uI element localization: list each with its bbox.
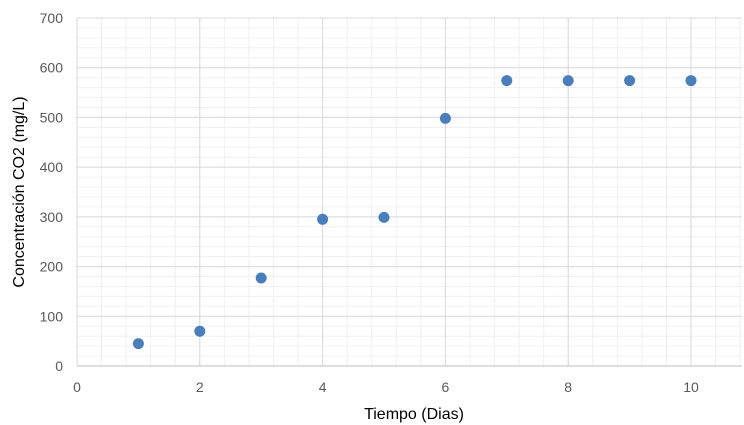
y-tick-label: 0: [55, 358, 63, 374]
x-tick-label: 2: [196, 379, 204, 395]
data-point: [132, 338, 144, 350]
x-tick-label: 10: [683, 379, 699, 395]
y-tick-labels: 0 100 200 300 400 500 600 700: [40, 10, 64, 374]
minor-grid: [76, 17, 742, 367]
data-point: [562, 75, 574, 87]
data-points: [132, 75, 697, 350]
x-tick-label: 8: [564, 379, 572, 395]
data-point: [624, 75, 636, 87]
data-point: [378, 211, 390, 223]
y-tick-label: 500: [40, 109, 64, 125]
y-tick-label: 100: [40, 308, 64, 324]
data-point: [501, 75, 513, 87]
x-tick-label: 4: [319, 379, 327, 395]
data-point: [685, 75, 697, 87]
x-tick-labels: 0 2 4 6 8 10: [73, 379, 699, 395]
axes: [76, 18, 742, 367]
x-tick-label: 0: [73, 379, 81, 395]
y-tick-label: 300: [40, 209, 64, 225]
y-tick-label: 200: [40, 259, 64, 275]
x-axis-title: Tiempo (Dias): [364, 406, 464, 423]
data-point: [255, 272, 267, 284]
y-tick-label: 600: [40, 60, 64, 76]
y-axis-title: Concentración CO2 (mg/L): [11, 96, 28, 287]
x-tick-label: 6: [442, 379, 450, 395]
data-point: [317, 213, 329, 225]
y-tick-label: 400: [40, 159, 64, 175]
y-tick-label: 700: [40, 10, 64, 26]
data-point: [439, 112, 451, 124]
data-point: [194, 325, 206, 337]
